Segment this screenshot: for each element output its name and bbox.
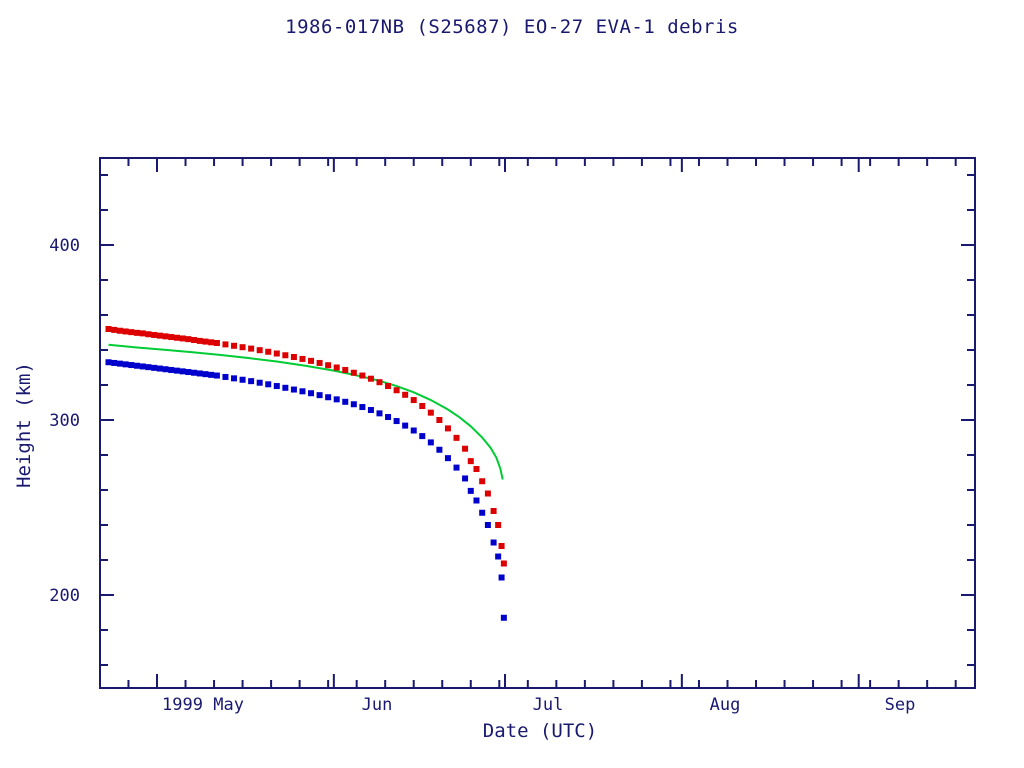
x-tick-label-aug: Aug [709, 695, 741, 715]
y-tick-label-200: 200 [49, 586, 80, 606]
x-tick-label-sep: Sep [884, 695, 916, 715]
perigee-points [105, 359, 507, 621]
x-tick-label-jun: Jun [361, 695, 393, 715]
x-axis-label: Date (UTC) [482, 720, 598, 742]
mean-height-line [108, 343, 504, 480]
x-tick-label-jul: Jul [532, 695, 564, 715]
page-title: 1986-017NB (S25687) EO-27 EVA-1 debris [285, 16, 739, 38]
axis-ticks [100, 158, 975, 688]
x-tick-label-may: 1999 May [162, 695, 244, 715]
y-tick-label-300: 300 [49, 411, 80, 431]
apogee-points [105, 326, 507, 567]
y-tick-label-400: 400 [49, 236, 80, 256]
plot-frame [99, 157, 976, 689]
